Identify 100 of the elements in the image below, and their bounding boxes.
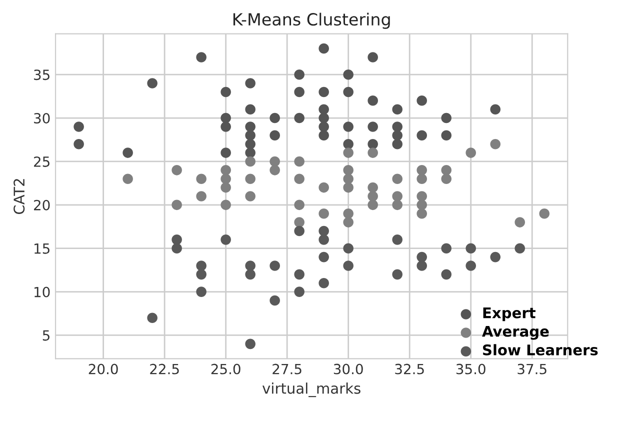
point: [122, 174, 133, 184]
point: [196, 191, 206, 202]
point: [196, 52, 206, 62]
point: [343, 182, 354, 193]
point: [392, 122, 402, 132]
point: [343, 217, 354, 228]
point: [147, 312, 158, 324]
point: [294, 86, 304, 98]
point: [270, 165, 280, 176]
y-tick-label: 25: [34, 156, 50, 167]
point: [245, 269, 256, 280]
x-tick-label: 32.5: [395, 364, 424, 374]
y-tick-label: 20: [34, 200, 50, 210]
y-axis-title: CAT2: [14, 179, 25, 214]
x-tick-label: 30.0: [334, 364, 363, 374]
point: [392, 138, 402, 150]
point: [220, 148, 231, 158]
point: [318, 234, 329, 245]
point: [318, 112, 329, 124]
point: [343, 138, 354, 150]
point: [514, 243, 526, 254]
point: [220, 234, 231, 245]
point: [270, 112, 280, 124]
point: [343, 174, 354, 184]
point: [416, 165, 427, 176]
point: [441, 243, 452, 254]
point: [416, 260, 427, 271]
point: [147, 78, 158, 88]
point: [416, 208, 427, 219]
point: [343, 243, 354, 254]
point: [368, 200, 378, 210]
point: [416, 200, 427, 210]
point: [441, 130, 452, 141]
point: [466, 148, 476, 158]
point: [245, 174, 256, 184]
point: [318, 278, 329, 288]
point: [270, 130, 280, 141]
point: [441, 165, 452, 176]
legend-label: Slow Learners: [483, 344, 598, 356]
point: [270, 156, 280, 167]
point: [220, 122, 231, 132]
x-axis-title: virtual_marks: [262, 382, 360, 398]
point: [196, 269, 206, 280]
point: [294, 174, 304, 184]
point: [220, 182, 231, 193]
point: [318, 208, 329, 219]
point: [172, 200, 182, 210]
point: [368, 148, 378, 158]
y-tick-label: 5: [42, 330, 50, 341]
point: [220, 200, 231, 210]
point: [172, 234, 182, 245]
y-tick-label: 30: [34, 113, 50, 124]
point: [294, 269, 304, 280]
point: [368, 182, 378, 193]
point: [343, 122, 354, 132]
point: [220, 112, 231, 124]
point: [343, 148, 354, 158]
point: [318, 226, 329, 236]
point: [514, 217, 526, 228]
chart-title: K-Means Clustering: [233, 12, 390, 29]
point: [245, 122, 256, 132]
point: [392, 269, 402, 280]
point: [441, 269, 452, 280]
point: [294, 156, 304, 167]
point: [466, 243, 476, 254]
point: [368, 191, 378, 202]
point: [245, 191, 256, 202]
point: [172, 243, 182, 254]
point: [245, 148, 256, 158]
point: [318, 86, 329, 98]
x-tick-label: 25.0: [211, 364, 240, 374]
point: [245, 156, 256, 167]
point: [392, 174, 402, 184]
point: [441, 112, 452, 124]
point: [245, 104, 256, 114]
point: [490, 104, 501, 114]
point: [74, 122, 84, 132]
point: [416, 96, 427, 106]
point: [196, 260, 206, 271]
point: [245, 338, 256, 350]
legend-label: Expert: [483, 307, 536, 322]
point: [270, 260, 280, 271]
point: [318, 122, 329, 132]
point: [416, 252, 427, 262]
point: [220, 86, 231, 98]
point: [416, 130, 427, 141]
point: [245, 260, 256, 271]
point: [368, 52, 378, 62]
point: [392, 200, 402, 210]
point: [74, 138, 84, 150]
point: [318, 252, 329, 262]
point: [368, 138, 378, 150]
point: [294, 200, 304, 210]
point: [294, 217, 304, 228]
point: [318, 43, 329, 54]
point: [343, 69, 354, 80]
point: [294, 226, 304, 236]
x-tick-label: 27.5: [272, 364, 302, 374]
point: [368, 96, 378, 106]
point: [294, 112, 304, 124]
